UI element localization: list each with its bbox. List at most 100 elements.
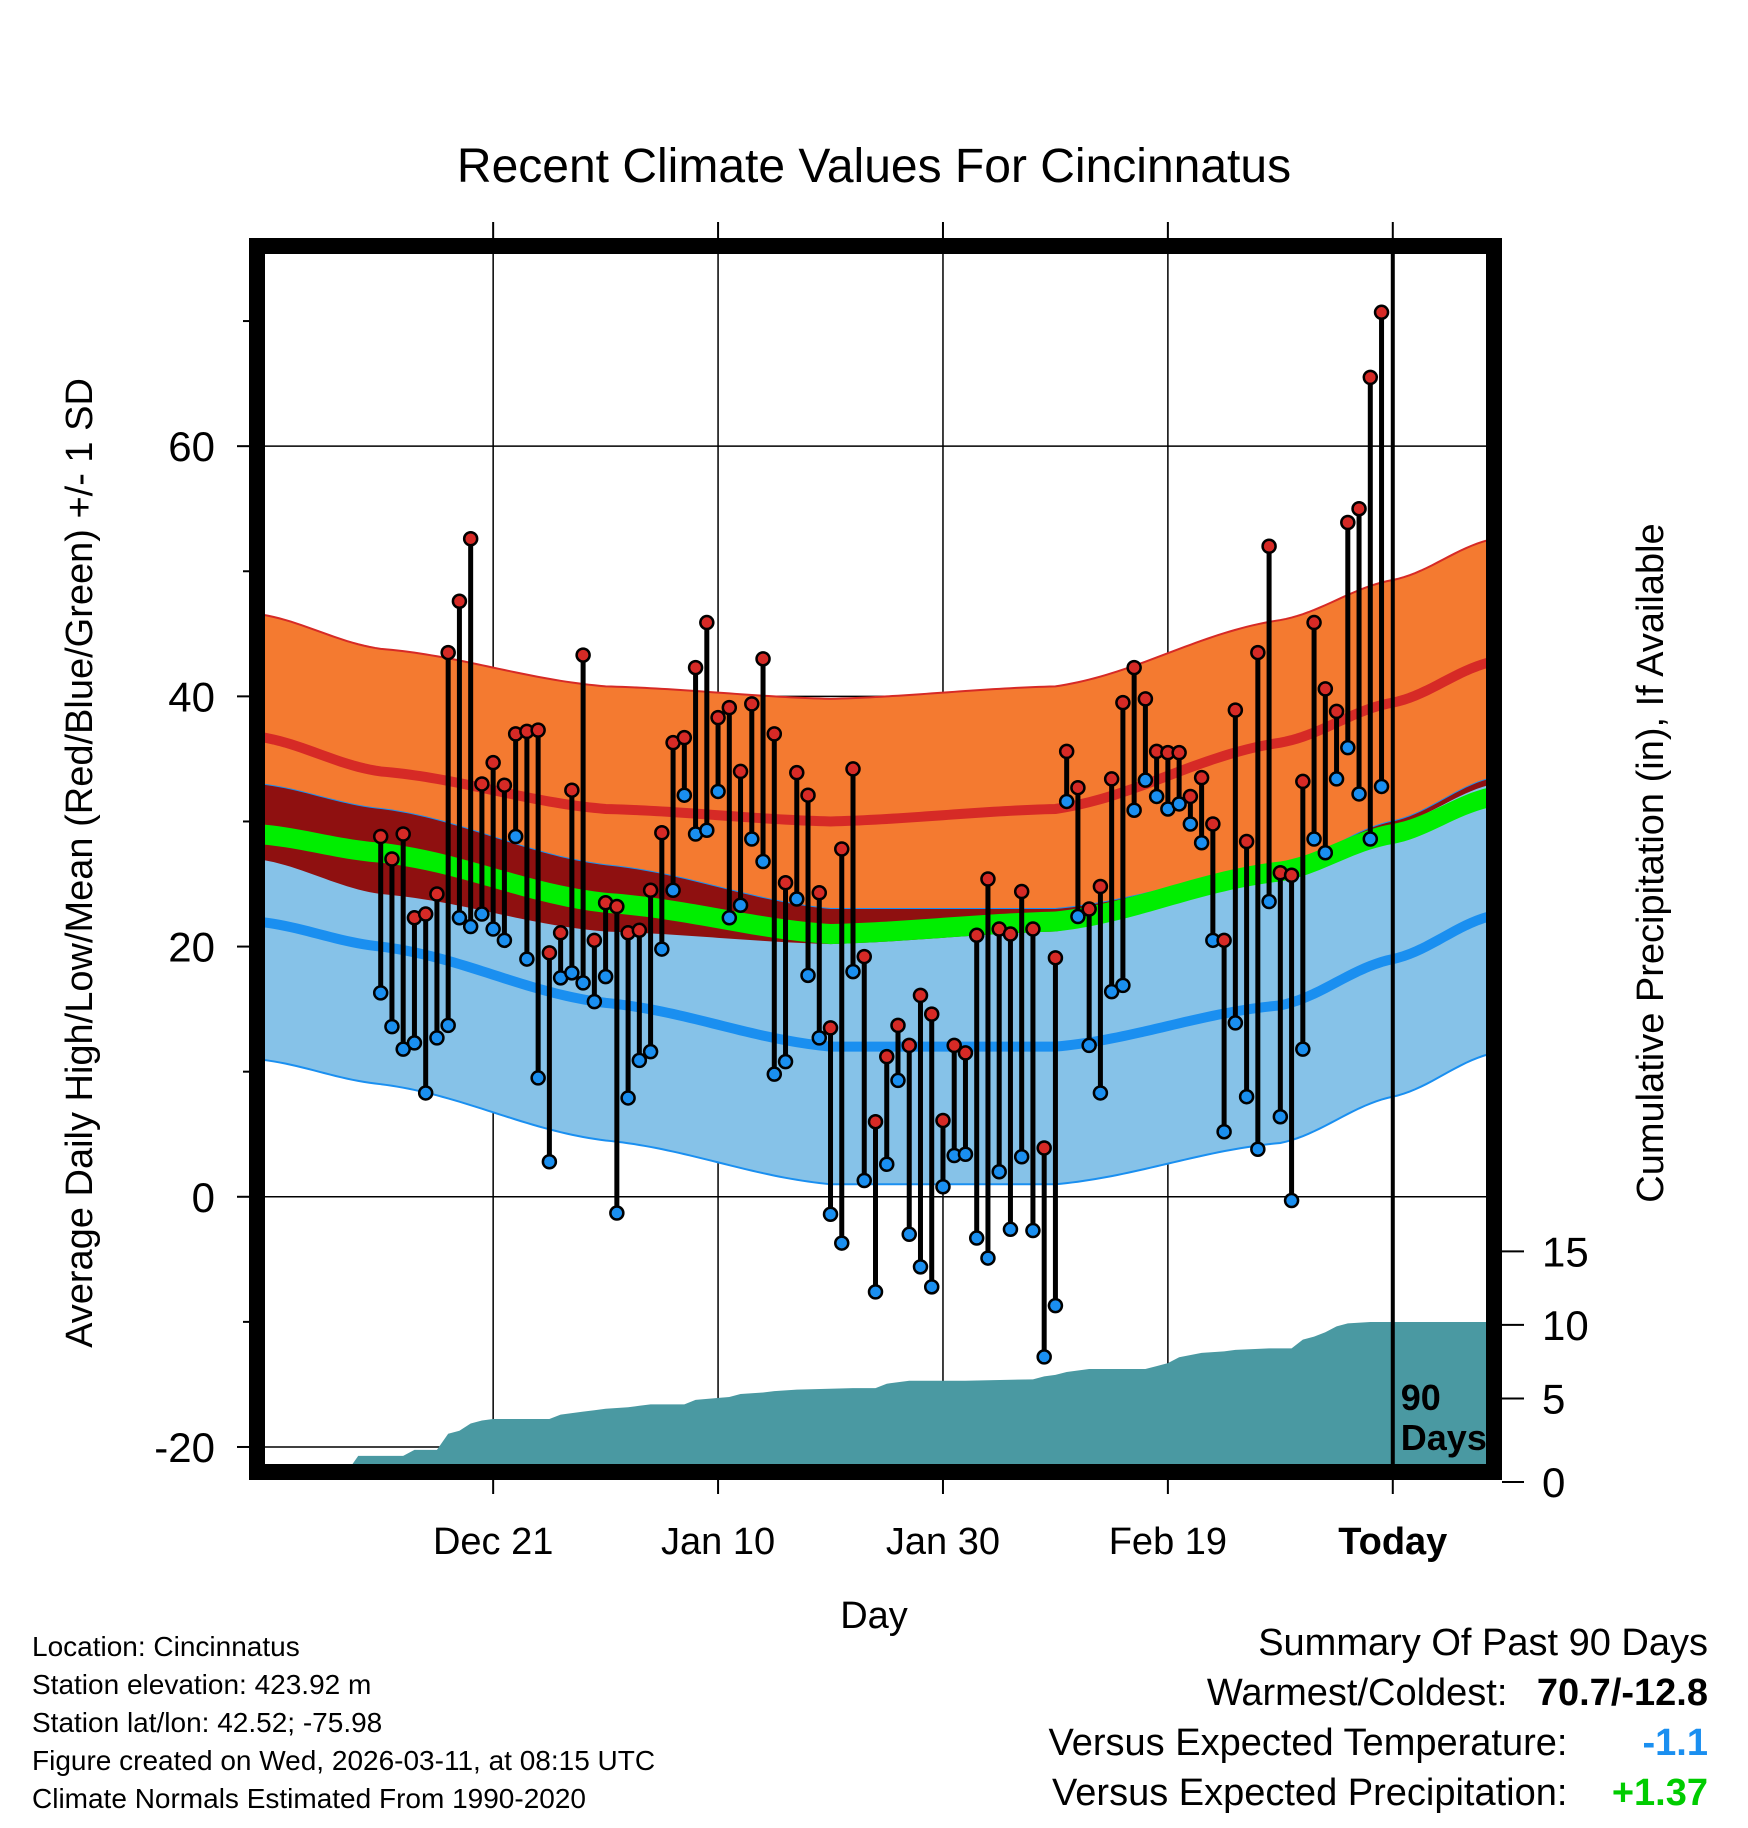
daily-high-point bbox=[654, 824, 670, 841]
daily-low-point bbox=[699, 822, 715, 838]
daily-low-point bbox=[822, 1206, 839, 1223]
daily-high-point bbox=[451, 593, 468, 610]
daily-high-point bbox=[1103, 771, 1120, 787]
daily-high-point bbox=[1137, 691, 1154, 707]
daily-high-point bbox=[1058, 743, 1075, 760]
daily-low-point bbox=[1171, 796, 1187, 812]
daily-low-point bbox=[991, 1164, 1007, 1180]
daily-high-point bbox=[744, 696, 760, 712]
daily-low-point bbox=[890, 1072, 906, 1089]
daily-high-point bbox=[710, 709, 726, 726]
temp-value: -1.1 bbox=[1642, 1722, 1708, 1764]
daily-low-point bbox=[755, 853, 771, 870]
x-tick-label: Jan 10 bbox=[661, 1521, 775, 1563]
daily-low-point bbox=[496, 932, 513, 949]
precip-label: Versus Expected Precipitation: bbox=[1052, 1772, 1568, 1814]
y-left-tick-label: 40 bbox=[168, 673, 215, 720]
daily-high-point bbox=[1306, 614, 1322, 631]
daily-low-point bbox=[1261, 893, 1277, 910]
daily-low-point bbox=[710, 783, 726, 800]
daily-high-point bbox=[429, 886, 445, 902]
y-right-tick-label: 10 bbox=[1542, 1302, 1589, 1349]
daily-high-point bbox=[1283, 867, 1300, 884]
daily-low-point bbox=[1340, 739, 1356, 756]
daily-low-point bbox=[1148, 788, 1165, 805]
daily-low-point bbox=[845, 963, 861, 980]
daily-low-point bbox=[744, 831, 760, 847]
daily-low-point bbox=[1306, 831, 1322, 847]
daily-low-point bbox=[642, 1043, 659, 1060]
daily-high-point bbox=[890, 1017, 906, 1034]
daily-high-point bbox=[935, 1112, 951, 1129]
daily-high-point bbox=[1081, 901, 1097, 917]
info-location: Location: Cincinnatus bbox=[32, 1631, 300, 1662]
daily-high-point bbox=[980, 871, 996, 887]
daily-high-point bbox=[1340, 514, 1356, 531]
daily-high-point bbox=[732, 763, 749, 780]
y-axis-right-label: Cumulative Precipitation (in), If Availa… bbox=[1630, 523, 1672, 1202]
daily-low-point bbox=[867, 1284, 884, 1300]
info-created: Figure created on Wed, 2026-03-11, at 08… bbox=[32, 1745, 656, 1776]
daily-low-point bbox=[1013, 1148, 1030, 1165]
daily-low-point bbox=[1002, 1221, 1019, 1238]
daily-low-point bbox=[1092, 1085, 1109, 1101]
daily-high-point bbox=[609, 898, 625, 915]
daily-high-point bbox=[1295, 773, 1311, 790]
daily-high-point bbox=[564, 782, 580, 798]
daily-low-point bbox=[406, 1035, 423, 1051]
daily-low-point bbox=[541, 1153, 558, 1170]
daily-high-point bbox=[1328, 703, 1345, 720]
daily-low-point bbox=[1227, 1015, 1244, 1031]
daily-high-point bbox=[1362, 369, 1379, 386]
daily-high-point bbox=[912, 987, 929, 1004]
daily-high-point bbox=[1216, 932, 1232, 949]
daily-high-point bbox=[1171, 744, 1187, 761]
daily-low-point bbox=[777, 1053, 794, 1070]
y-left-tick-label: -20 bbox=[154, 1424, 215, 1471]
daily-low-point bbox=[575, 975, 591, 991]
daily-low-point bbox=[665, 882, 681, 899]
daily-low-point bbox=[654, 941, 670, 957]
daily-low-point bbox=[1328, 771, 1345, 787]
daily-low-point bbox=[372, 985, 389, 1001]
daily-low-point bbox=[395, 1041, 411, 1057]
daily-high-point bbox=[676, 729, 693, 746]
daily-high-point bbox=[1070, 779, 1086, 796]
daily-high-point bbox=[586, 932, 603, 949]
daily-high-point bbox=[1182, 788, 1199, 805]
info-latlon: Station lat/lon: 42.52; -75.98 bbox=[32, 1707, 383, 1738]
daily-low-point bbox=[1216, 1123, 1232, 1140]
daily-high-point bbox=[766, 726, 783, 742]
daily-high-point bbox=[1036, 1140, 1052, 1156]
temp-label: Versus Expected Temperature: bbox=[1048, 1722, 1568, 1764]
y-right-tick-label: 15 bbox=[1542, 1228, 1589, 1275]
daily-high-point bbox=[1351, 500, 1367, 517]
daily-low-point bbox=[1115, 977, 1131, 994]
daily-high-point bbox=[1013, 883, 1030, 900]
daily-high-point bbox=[957, 1045, 974, 1061]
x-tick-label: Dec 21 bbox=[433, 1521, 553, 1563]
daily-low-point bbox=[631, 1052, 648, 1069]
daily-high-point bbox=[1115, 694, 1131, 711]
x-tick-label: Jan 30 bbox=[886, 1521, 1000, 1563]
daily-low-point bbox=[429, 1030, 445, 1046]
daily-high-point bbox=[1193, 769, 1210, 786]
info-elevation: Station elevation: 423.92 m bbox=[32, 1669, 372, 1700]
summary-temp: Versus Expected Temperature: -1.1 bbox=[1049, 1718, 1708, 1768]
precip-value: +1.37 bbox=[1611, 1772, 1708, 1814]
daily-high-point bbox=[440, 644, 456, 661]
daily-low-point bbox=[856, 1172, 873, 1189]
summary-panel: Summary Of Past 90 Days Warmest/Coldest:… bbox=[1049, 1618, 1708, 1818]
normal-low-line bbox=[257, 910, 1494, 1052]
warmest-label: Warmest/Coldest: bbox=[1206, 1672, 1508, 1714]
daily-high-point bbox=[901, 1037, 917, 1054]
daily-low-point bbox=[789, 891, 805, 907]
x-axis-label: Day bbox=[840, 1595, 908, 1637]
daily-low-point bbox=[586, 993, 603, 1010]
daily-low-point bbox=[1070, 908, 1086, 925]
daily-low-point bbox=[901, 1226, 917, 1243]
daily-high-point bbox=[789, 764, 805, 781]
daily-high-point bbox=[834, 841, 850, 857]
daily-high-point bbox=[1261, 538, 1277, 554]
